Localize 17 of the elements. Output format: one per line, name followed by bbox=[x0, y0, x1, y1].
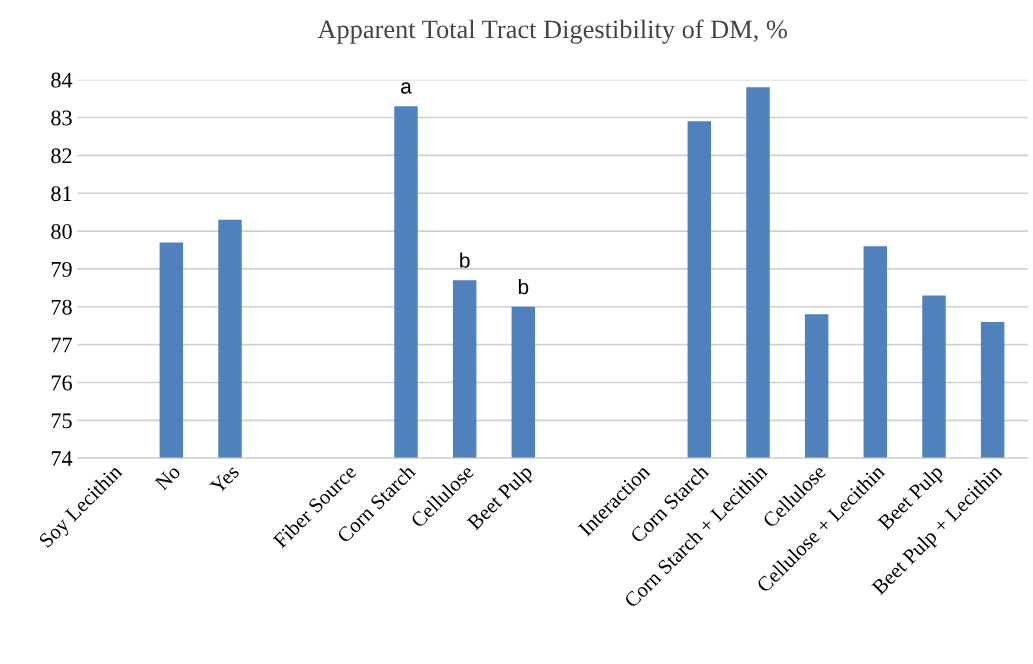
y-tick-label: 82 bbox=[51, 148, 72, 164]
chart-title: Apparent Total Tract Digestibility of DM, % bbox=[317, 19, 787, 44]
y-tick-label: 83 bbox=[51, 110, 72, 126]
annotation: a bbox=[401, 82, 412, 94]
x-tick-label: No bbox=[154, 464, 182, 491]
y-tick-label: 78 bbox=[51, 299, 72, 315]
y-tick-label: 76 bbox=[51, 375, 72, 391]
y-tick-label: 77 bbox=[51, 337, 72, 353]
y-tick-label: 80 bbox=[51, 224, 72, 239]
y-tick-label: 74 bbox=[51, 451, 73, 466]
y-tick-label: 84 bbox=[51, 72, 73, 88]
y-tick-label: 81 bbox=[51, 186, 72, 202]
y-tick-label: 79 bbox=[51, 261, 72, 277]
annotation: b bbox=[460, 252, 470, 268]
y-tick-label: 75 bbox=[51, 413, 72, 429]
x-tick-label: Yes bbox=[209, 464, 240, 495]
annotation: b bbox=[518, 279, 529, 295]
